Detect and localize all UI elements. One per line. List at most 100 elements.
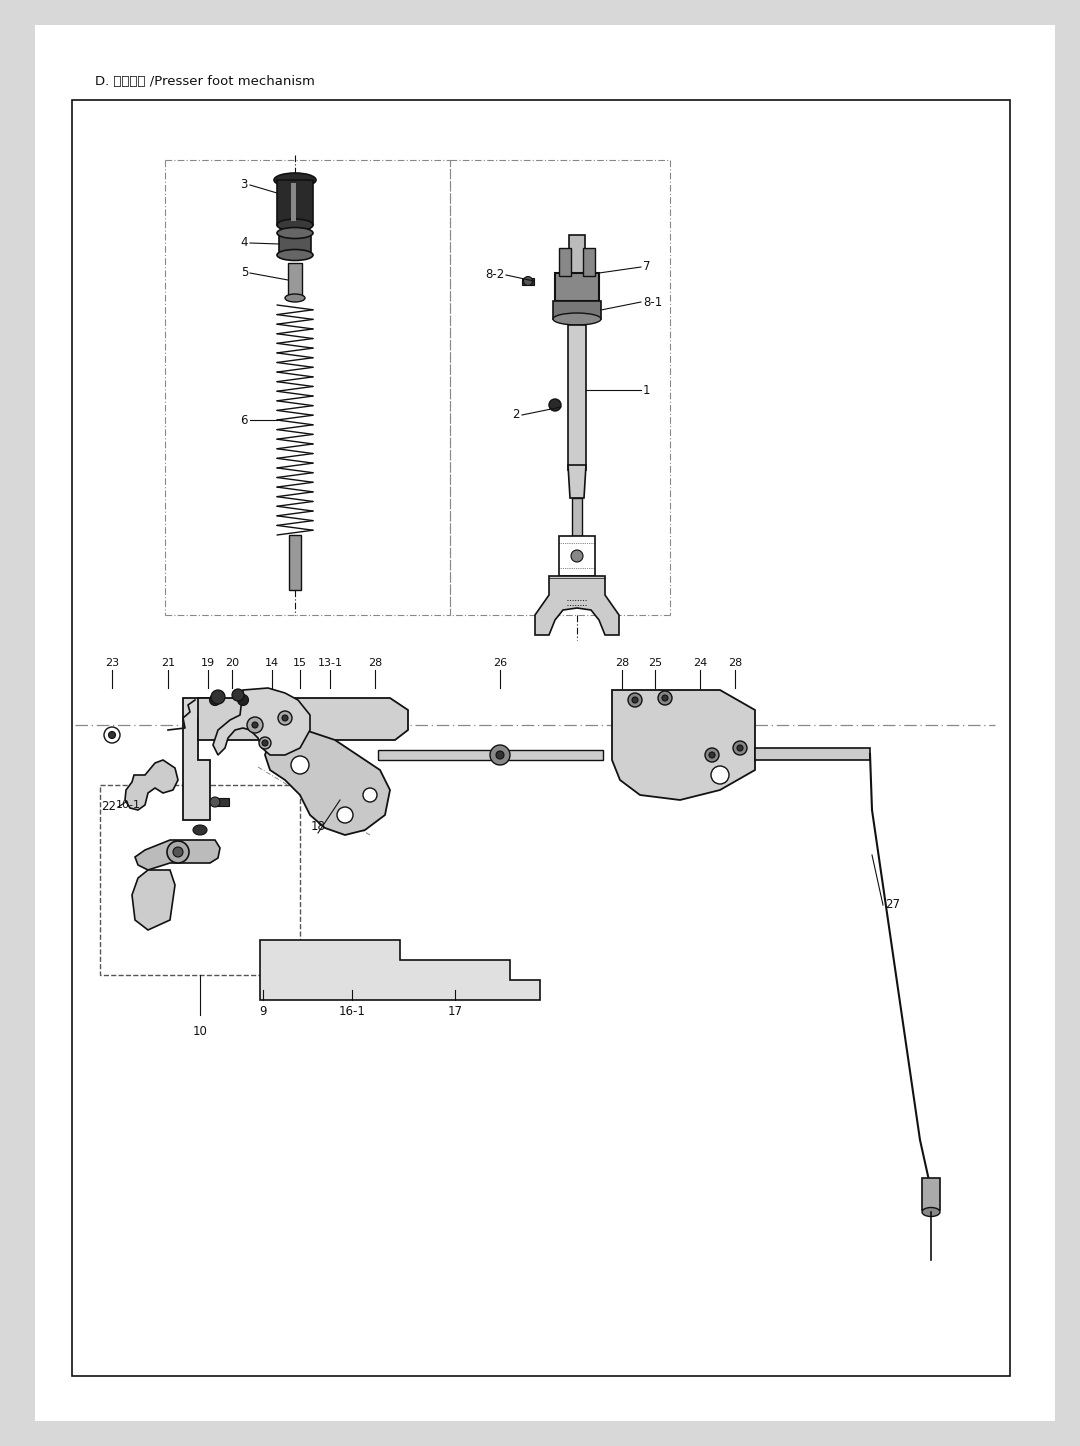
Text: 19: 19 xyxy=(201,658,215,668)
Circle shape xyxy=(632,697,638,703)
Text: 28: 28 xyxy=(368,658,382,668)
Circle shape xyxy=(658,691,672,706)
Circle shape xyxy=(705,748,719,762)
Polygon shape xyxy=(125,761,178,810)
Ellipse shape xyxy=(276,227,313,239)
Text: 28: 28 xyxy=(728,658,742,668)
Text: 17: 17 xyxy=(447,1005,462,1018)
Polygon shape xyxy=(535,576,619,635)
Bar xyxy=(572,497,582,536)
Bar xyxy=(922,1178,940,1210)
Text: 13-1: 13-1 xyxy=(318,658,342,668)
Bar xyxy=(289,535,301,590)
Circle shape xyxy=(662,696,669,701)
Text: 21: 21 xyxy=(161,658,175,668)
Circle shape xyxy=(711,766,729,784)
Bar xyxy=(553,301,600,320)
Circle shape xyxy=(173,847,183,857)
Circle shape xyxy=(524,276,532,285)
Circle shape xyxy=(232,688,244,701)
Circle shape xyxy=(627,693,642,707)
Polygon shape xyxy=(213,688,310,755)
Text: 20: 20 xyxy=(225,658,239,668)
Polygon shape xyxy=(135,840,220,870)
Circle shape xyxy=(238,694,248,706)
Circle shape xyxy=(733,740,747,755)
Text: 1: 1 xyxy=(643,383,650,396)
Circle shape xyxy=(210,694,220,706)
Bar xyxy=(555,273,599,301)
Text: 22: 22 xyxy=(102,801,116,814)
Bar xyxy=(291,184,296,221)
Bar xyxy=(276,179,313,226)
Text: 15: 15 xyxy=(293,658,307,668)
Circle shape xyxy=(363,788,377,803)
Text: 23: 23 xyxy=(105,658,119,668)
Text: 4: 4 xyxy=(241,237,248,250)
Circle shape xyxy=(737,745,743,750)
Text: 5: 5 xyxy=(241,266,248,279)
Bar xyxy=(559,249,571,276)
Bar xyxy=(559,536,595,576)
Text: 10: 10 xyxy=(192,1025,207,1038)
Circle shape xyxy=(211,690,225,704)
Bar xyxy=(100,785,300,975)
Text: 18: 18 xyxy=(311,820,325,833)
Circle shape xyxy=(167,842,189,863)
Circle shape xyxy=(571,549,583,562)
Ellipse shape xyxy=(274,174,316,187)
Circle shape xyxy=(708,752,715,758)
Text: 9: 9 xyxy=(259,1005,267,1018)
Polygon shape xyxy=(198,698,408,740)
Ellipse shape xyxy=(553,312,600,325)
Text: D. 压脚机构 /Presser foot mechanism: D. 压脚机构 /Presser foot mechanism xyxy=(95,75,315,88)
Circle shape xyxy=(108,732,116,739)
Bar xyxy=(288,263,302,298)
Ellipse shape xyxy=(276,218,313,231)
Bar xyxy=(522,278,534,285)
Circle shape xyxy=(210,797,220,807)
Circle shape xyxy=(549,399,561,411)
Bar xyxy=(568,325,586,470)
Polygon shape xyxy=(183,698,210,820)
Text: 8-2: 8-2 xyxy=(485,269,504,282)
Text: 10-1: 10-1 xyxy=(116,800,141,810)
Text: 16-1: 16-1 xyxy=(338,1005,365,1018)
Circle shape xyxy=(247,717,264,733)
Circle shape xyxy=(496,750,504,759)
Text: 3: 3 xyxy=(241,178,248,191)
Text: 27: 27 xyxy=(885,898,900,911)
Text: 6: 6 xyxy=(241,414,248,427)
Bar xyxy=(569,236,585,273)
Circle shape xyxy=(337,807,353,823)
Circle shape xyxy=(252,722,258,727)
Polygon shape xyxy=(132,870,175,930)
Polygon shape xyxy=(612,690,755,800)
Text: 28: 28 xyxy=(615,658,630,668)
Bar xyxy=(378,750,603,761)
Polygon shape xyxy=(265,724,390,834)
Ellipse shape xyxy=(922,1207,940,1216)
Polygon shape xyxy=(260,940,540,1001)
Text: 8-1: 8-1 xyxy=(643,295,662,308)
Bar xyxy=(279,233,311,254)
Text: 25: 25 xyxy=(648,658,662,668)
Circle shape xyxy=(259,737,271,749)
Text: 24: 24 xyxy=(693,658,707,668)
Text: 2: 2 xyxy=(513,409,519,421)
Circle shape xyxy=(262,740,268,746)
Polygon shape xyxy=(568,466,586,497)
Circle shape xyxy=(278,711,292,724)
Text: 14: 14 xyxy=(265,658,279,668)
Circle shape xyxy=(282,714,288,722)
Text: 26: 26 xyxy=(492,658,508,668)
Bar xyxy=(583,249,595,276)
Circle shape xyxy=(291,756,309,774)
Text: 7: 7 xyxy=(643,260,650,273)
Bar xyxy=(72,100,1010,1377)
Ellipse shape xyxy=(285,294,305,302)
Bar xyxy=(215,798,229,805)
Ellipse shape xyxy=(276,250,313,260)
Ellipse shape xyxy=(193,826,207,834)
Bar xyxy=(755,748,870,761)
